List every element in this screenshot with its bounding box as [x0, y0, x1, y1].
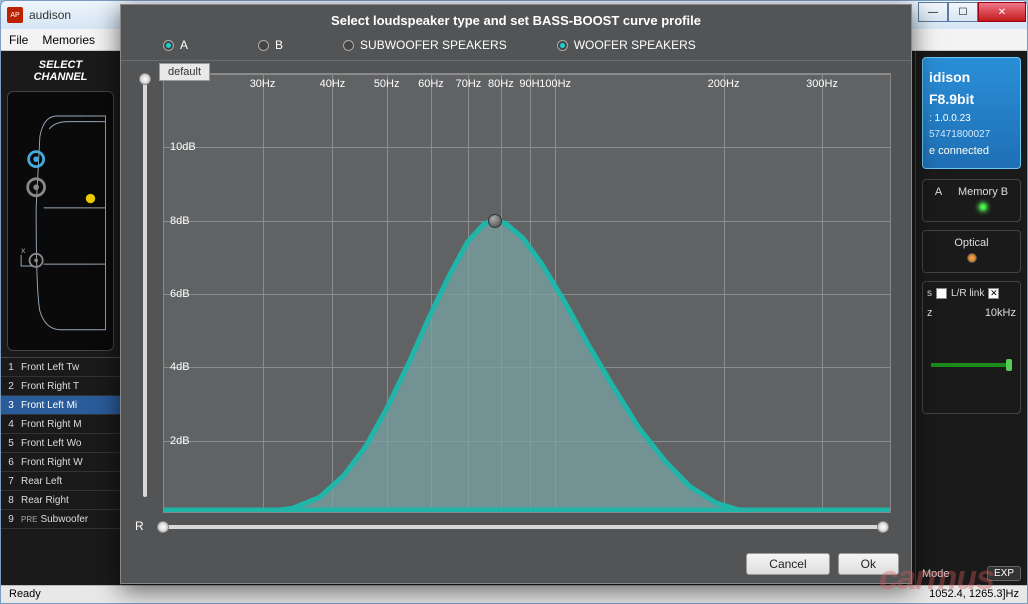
input-label: Optical [927, 237, 1016, 249]
status-right: 1052.4, 1265.3]Hz [929, 588, 1019, 601]
memory-b[interactable]: Memory B [958, 186, 1008, 215]
default-preset-label[interactable]: default [159, 63, 210, 81]
car-diagram[interactable]: x [7, 91, 114, 351]
bass-boost-dialog: Select loudspeaker type and set BASS-BOO… [120, 4, 912, 584]
window-controls: — ☐ ✕ [918, 2, 1026, 22]
link-s: s [927, 288, 932, 299]
link-unknown-checkbox[interactable] [936, 288, 947, 299]
channel-row-5[interactable]: 5Front Left Wo [1, 434, 120, 453]
memory-b-label: Memory B [958, 186, 1008, 198]
freq-10k: 10kHz [985, 307, 1016, 319]
heading-line2: CHANNEL [1, 71, 120, 83]
radio-option-b[interactable]: B [258, 38, 283, 52]
channel-row-7[interactable]: 7Rear Left [1, 472, 120, 491]
cancel-button[interactable]: Cancel [746, 553, 829, 575]
channel-row-1[interactable]: 1Front Left Tw [1, 358, 120, 377]
radio-sub-label: SUBWOOFER SPEAKERS [360, 38, 507, 52]
radio-option-a[interactable]: A [163, 38, 188, 52]
serial-number: 57471800027 [929, 127, 1014, 143]
radio-option-subwoofer[interactable]: SUBWOOFER SPEAKERS [343, 38, 507, 52]
channel-row-4[interactable]: 4Front Right M [1, 415, 120, 434]
window-title: audison [29, 8, 71, 22]
ok-button[interactable]: Ok [838, 553, 899, 575]
dialog-title: Select loudspeaker type and set BASS-BOO… [121, 5, 911, 32]
input-selector[interactable]: Optical [922, 230, 1021, 273]
device-info-box: idison F8.9bit : 1.0.0.23 57471800027 e … [922, 57, 1021, 169]
frequency-slider[interactable] [931, 323, 1012, 403]
maximize-button[interactable]: ☐ [948, 2, 978, 22]
vslider-thumb[interactable] [139, 73, 151, 85]
hslider-right-thumb[interactable] [877, 521, 889, 533]
mode-label: Mode [922, 568, 950, 580]
select-channel-heading: SELECT CHANNEL [1, 51, 120, 91]
radio-woo-icon [557, 40, 568, 51]
status-left: Ready [9, 588, 41, 601]
right-panel: idison F8.9bit : 1.0.0.23 57471800027 e … [915, 51, 1027, 585]
bass-boost-chart[interactable]: 30Hz40Hz50Hz60Hz70Hz80Hz90H100Hz200Hz300… [163, 73, 891, 513]
channel-row-9[interactable]: 9PRESubwoofer [1, 510, 120, 529]
radio-option-woofer[interactable]: WOOFER SPEAKERS [557, 38, 696, 52]
memory-a[interactable]: A [935, 186, 942, 215]
r-label: R [135, 519, 144, 533]
memory-a-label: A [935, 186, 942, 198]
radio-b-label: B [275, 38, 283, 52]
curve-peak-handle[interactable] [488, 214, 502, 228]
statusbar: Ready 1052.4, 1265.3]Hz [1, 585, 1027, 603]
channel-row-8[interactable]: 8Rear Right [1, 491, 120, 510]
app-icon: AP [7, 7, 23, 23]
link-box: s L/R link ✕ z 10kHz [922, 281, 1021, 414]
channel-row-3[interactable]: 3Front Left Mi [1, 396, 120, 415]
channel-row-6[interactable]: 6Front Right W [1, 453, 120, 472]
hslider-left-thumb[interactable] [157, 521, 169, 533]
heading-line1: SELECT [1, 59, 120, 71]
channel-list: 1Front Left Tw2Front Right T3Front Left … [1, 357, 120, 585]
menu-file[interactable]: File [9, 33, 28, 47]
mode-row: Mode EXP [916, 562, 1027, 585]
svg-text:x: x [21, 245, 26, 255]
gain-vertical-slider[interactable] [141, 71, 149, 505]
radio-woo-label: WOOFER SPEAKERS [574, 38, 696, 52]
radio-a-icon [163, 40, 174, 51]
fw-version: : 1.0.0.23 [929, 111, 1014, 127]
lr-link-checkbox[interactable]: ✕ [988, 288, 999, 299]
freq-z: z [927, 307, 933, 319]
left-panel: SELECT CHANNEL [1, 51, 121, 585]
radio-sub-icon [343, 40, 354, 51]
radio-a-label: A [180, 38, 188, 52]
mode-toggle[interactable]: EXP [987, 566, 1021, 581]
close-button[interactable]: ✕ [978, 2, 1026, 22]
dialog-button-row: Cancel Ok [121, 547, 911, 583]
device-name: idison [929, 66, 1014, 88]
channel-row-2[interactable]: 2Front Right T [1, 377, 120, 396]
lr-link-label: L/R link [951, 288, 984, 299]
memory-b-led [978, 202, 988, 212]
device-model: F8.9bit [929, 88, 1014, 110]
input-led [967, 253, 977, 263]
chart-wrap: default 30Hz40Hz50Hz60Hz70Hz80Hz90H100Hz… [135, 69, 895, 543]
connection-status: e connected [929, 143, 1014, 161]
range-horizontal-slider[interactable] [155, 523, 891, 531]
menu-memories[interactable]: Memories [42, 33, 95, 47]
radio-b-icon [258, 40, 269, 51]
speaker-type-row: A B SUBWOOFER SPEAKERS WOOFER SPEAKERS [121, 32, 911, 61]
memory-selector: A Memory B [922, 179, 1021, 222]
minimize-button[interactable]: — [918, 2, 948, 22]
